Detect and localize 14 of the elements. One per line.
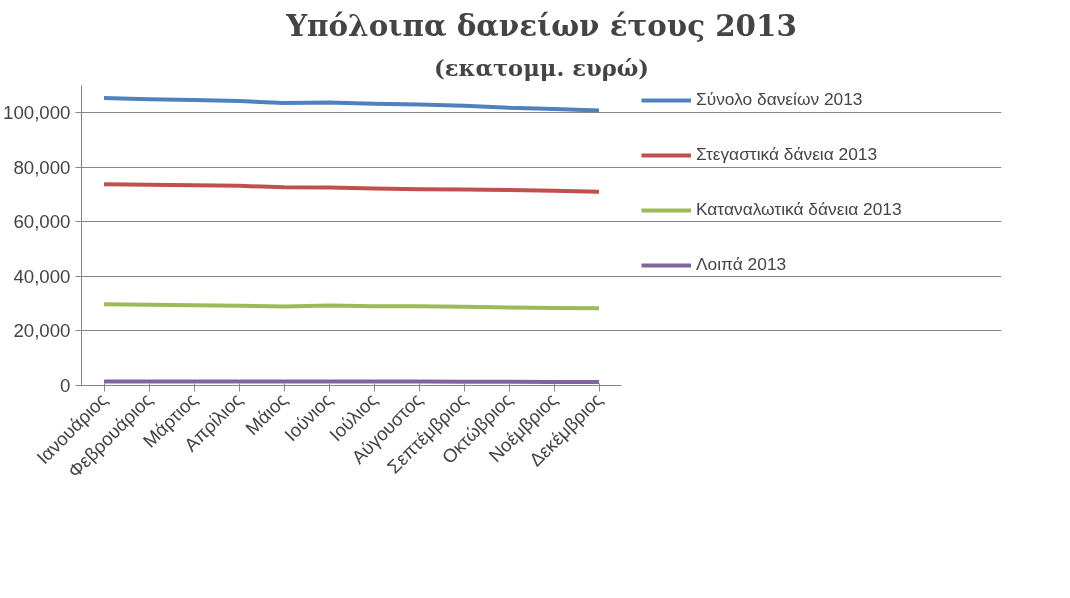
y-tick-label: 60,000 xyxy=(13,211,71,233)
legend-label: Καταναλωτικά δάνεια 2013 xyxy=(696,199,902,220)
legend-label: Στεγαστικά δάνεια 2013 xyxy=(696,144,878,165)
chart-title: Υπόλοιπα δανείων έτους 2013 xyxy=(285,7,797,43)
y-tick-label: 80,000 xyxy=(13,156,71,178)
line-series xyxy=(102,182,601,194)
legend-label: Λοιπά 2013 xyxy=(696,254,787,275)
y-tick-label: 0 xyxy=(60,375,71,396)
y-tick-label: 40,000 xyxy=(13,265,71,287)
y-tick-label: 20,000 xyxy=(13,320,71,342)
legend-label: Σύνολο δανείων 2013 xyxy=(696,89,863,110)
line-series xyxy=(102,96,601,113)
y-tick-label: 100,000 xyxy=(3,102,71,124)
chart-subtitle: (εκατομμ. ευρώ) xyxy=(433,54,650,81)
